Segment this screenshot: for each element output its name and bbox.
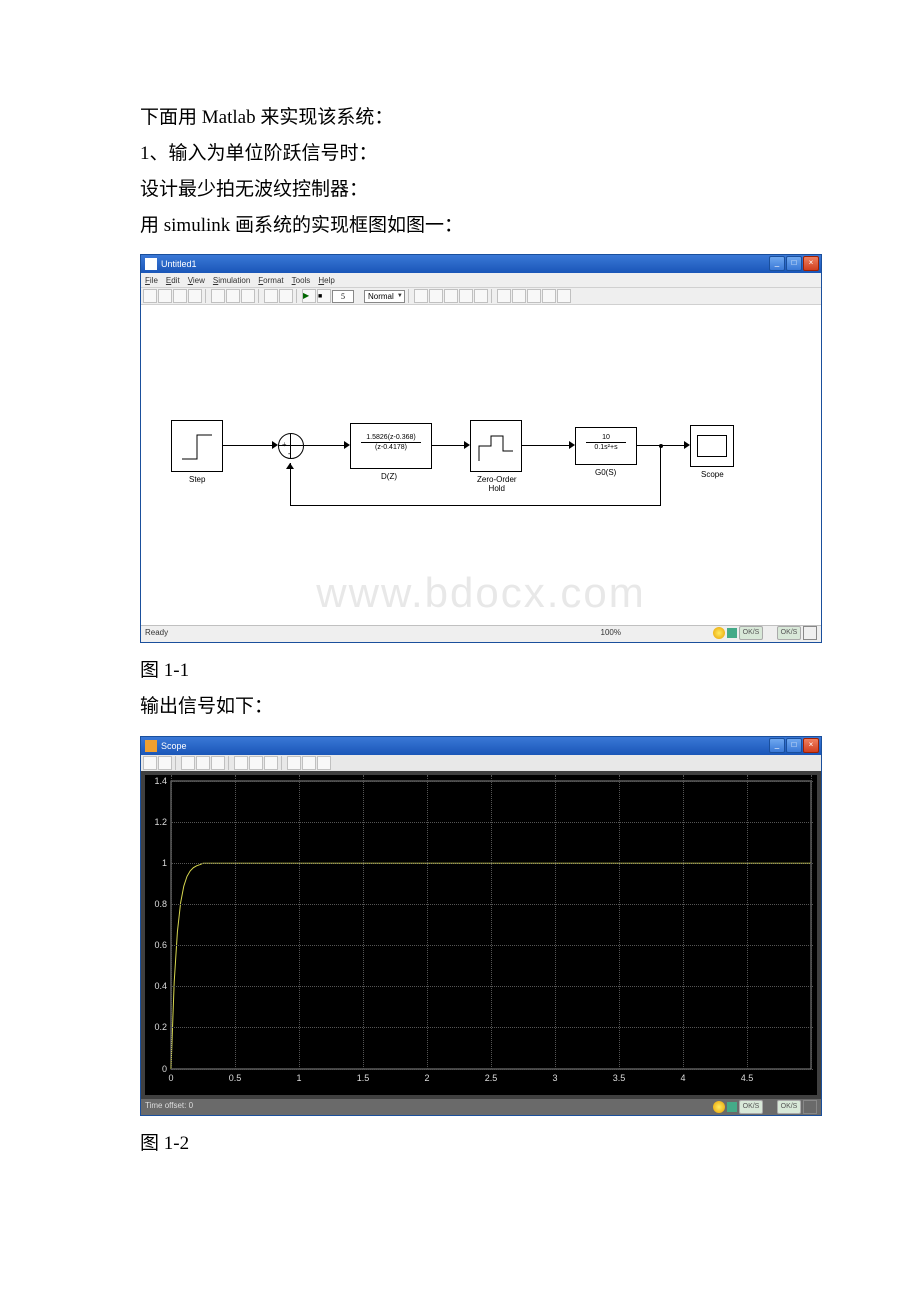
print-icon[interactable] (143, 756, 157, 770)
cut-icon[interactable] (211, 289, 225, 303)
save-icon[interactable] (249, 756, 263, 770)
new-icon[interactable] (143, 289, 157, 303)
menubar[interactable]: File Edit View Simulation Format Tools H… (141, 273, 821, 287)
status-icon (727, 1102, 737, 1112)
params-icon[interactable] (158, 756, 172, 770)
maximize-button[interactable]: □ (786, 256, 802, 271)
tray-icon[interactable] (803, 626, 817, 640)
stop-icon[interactable]: ■ (317, 289, 331, 303)
tray-icon[interactable] (803, 1100, 817, 1114)
app-icon (145, 258, 157, 270)
paragraph: 用 simulink 画系统的实现框图如图一： (140, 208, 780, 244)
menu-edit[interactable]: Edit (166, 276, 180, 285)
float-icon[interactable] (287, 756, 301, 770)
play-icon[interactable]: ▶ (302, 289, 316, 303)
menu-tools[interactable]: Tools (292, 276, 311, 285)
window-titlebar[interactable]: Scope _ □ × (141, 737, 821, 755)
task-icon[interactable]: OK/S (777, 626, 801, 640)
minimize-button[interactable]: _ (769, 256, 785, 271)
figure-caption: 图 1-2 (140, 1126, 780, 1162)
window-titlebar[interactable]: Untitled1 _ □ × (141, 255, 821, 273)
zoom-y-icon[interactable] (211, 756, 225, 770)
paragraph: 1、输入为单位阶跃信号时： (140, 136, 780, 172)
shield-icon (713, 1101, 725, 1113)
g0s-block[interactable]: 10 0.1s²+s (575, 427, 637, 465)
status-percent: 100% (601, 628, 621, 637)
stop-time-field[interactable]: 5 (332, 290, 354, 303)
simulink-screenshot: Untitled1 _ □ × File Edit View Simulatio… (140, 254, 780, 643)
tool-icon[interactable] (497, 289, 511, 303)
toolbar: ▶ ■ 5 Normal (141, 287, 821, 305)
step-label: Step (189, 475, 205, 484)
scope-toolbar (141, 755, 821, 771)
zoom-icon[interactable] (181, 756, 195, 770)
zoh-block[interactable] (470, 420, 522, 472)
maximize-button[interactable]: □ (786, 738, 802, 753)
paragraph: 设计最少拍无波纹控制器： (140, 172, 780, 208)
g0s-label: G0(S) (595, 468, 616, 477)
close-button[interactable]: × (803, 256, 819, 271)
dz-label: D(Z) (381, 472, 397, 481)
zoom-x-icon[interactable] (196, 756, 210, 770)
menu-file[interactable]: File (145, 276, 158, 285)
zoh-label: Zero-OrderHold (477, 475, 517, 493)
scope-plot[interactable]: 0.511.522.533.544.500.20.40.60.811.21.40 (145, 775, 817, 1095)
paragraph: 下面用 Matlab 来实现该系统： (140, 100, 780, 136)
close-button[interactable]: × (803, 738, 819, 753)
open-icon[interactable] (158, 289, 172, 303)
sum-block[interactable]: + - (278, 433, 304, 459)
lock-icon[interactable] (302, 756, 316, 770)
tool-icon[interactable] (512, 289, 526, 303)
task-icon[interactable]: OK/S (777, 1100, 801, 1114)
shield-icon (713, 627, 725, 639)
tool-icon[interactable] (414, 289, 428, 303)
figure-caption: 图 1-1 (140, 653, 780, 689)
scope-statusbar: Time offset: 0 OK/S OK/S (141, 1099, 821, 1115)
scope-screenshot: Scope _ □ × (140, 736, 780, 1116)
copy-icon[interactable] (226, 289, 240, 303)
undo-icon[interactable] (264, 289, 278, 303)
tool-icon[interactable] (429, 289, 443, 303)
app-icon (145, 740, 157, 752)
restore-icon[interactable] (264, 756, 278, 770)
autoscale-icon[interactable] (234, 756, 248, 770)
tool-icon[interactable] (557, 289, 571, 303)
print-icon[interactable] (188, 289, 202, 303)
menu-view[interactable]: View (188, 276, 205, 285)
menu-simulation[interactable]: Simulation (213, 276, 250, 285)
save-icon[interactable] (173, 289, 187, 303)
status-ready: Ready (145, 628, 168, 637)
menu-format[interactable]: Format (258, 276, 283, 285)
status-icon (727, 628, 737, 638)
watermark: www.bdocx.com (316, 569, 645, 617)
task-icon[interactable]: OK/S (739, 1100, 763, 1114)
scope-label: Scope (701, 470, 724, 479)
tool-icon[interactable] (527, 289, 541, 303)
menu-help[interactable]: Help (318, 276, 334, 285)
simulink-canvas[interactable]: www.bdocx.com Step + - (141, 305, 821, 625)
dz-block[interactable]: 1.5826(z-0.368) (z-0.4178) (350, 423, 432, 469)
minimize-button[interactable]: _ (769, 738, 785, 753)
tool-icon[interactable] (444, 289, 458, 303)
window-title: Scope (161, 741, 187, 751)
step-block[interactable] (171, 420, 223, 472)
tool-icon[interactable] (542, 289, 556, 303)
statusbar: Ready 100% OK/S OK/S (141, 625, 821, 642)
mode-dropdown[interactable]: Normal (364, 290, 405, 303)
window-title: Untitled1 (161, 259, 197, 269)
task-icon[interactable]: OK/S (739, 626, 763, 640)
arrow-head-icon (286, 463, 294, 469)
paragraph: 输出信号如下： (140, 689, 780, 725)
signal-icon[interactable] (317, 756, 331, 770)
time-offset-label: Time offset: 0 (145, 1101, 193, 1110)
redo-icon[interactable] (279, 289, 293, 303)
tool-icon[interactable] (474, 289, 488, 303)
paste-icon[interactable] (241, 289, 255, 303)
tool-icon[interactable] (459, 289, 473, 303)
scope-block[interactable] (690, 425, 734, 467)
